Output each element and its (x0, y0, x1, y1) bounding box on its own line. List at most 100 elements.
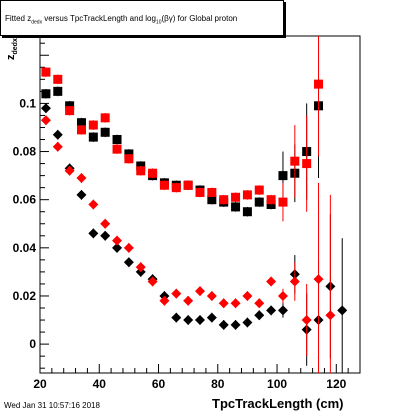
data-point (266, 305, 277, 316)
x-tick-label: 20 (33, 377, 47, 391)
data-point (218, 319, 229, 330)
data-point (76, 125, 86, 135)
data-point (52, 141, 63, 152)
data-point (147, 276, 158, 287)
data-point (242, 207, 252, 217)
data-point (171, 312, 182, 323)
data-point (123, 257, 134, 268)
data-point (52, 129, 63, 140)
data-point (337, 305, 348, 316)
chart-title: Fitted zdedx versus TpcTrackLength and l… (5, 14, 238, 26)
data-point (206, 290, 217, 301)
data-point (41, 67, 51, 77)
data-point (171, 183, 181, 193)
data-point (100, 113, 110, 123)
data-point (159, 295, 170, 306)
data-point (314, 79, 324, 89)
data-point (313, 274, 324, 285)
data-point (254, 197, 264, 207)
data-point (76, 118, 86, 128)
data-point (230, 319, 241, 330)
data-point (64, 165, 75, 176)
data-point (242, 190, 252, 200)
data-point (53, 74, 63, 84)
data-point (278, 171, 288, 181)
title-box: Fitted zdedx versus TpcTrackLength and l… (0, 0, 284, 36)
axes: 20 40 60 80 100 120 0 0.02 0.04 0.06 0.08 0.1 (13, 42, 361, 391)
data-point (124, 154, 134, 164)
data-marks (40, 36, 348, 373)
data-point (112, 242, 123, 253)
data-point (100, 127, 110, 137)
x-axis-label: TpcTrackLength (cm) (212, 396, 344, 411)
data-point (65, 106, 75, 116)
plot-frame (39, 35, 361, 374)
data-point (325, 310, 336, 321)
data-point (76, 173, 87, 184)
data-point (302, 159, 312, 169)
data-point (206, 312, 217, 323)
data-point (136, 166, 146, 176)
data-point (53, 86, 63, 96)
data-point (88, 228, 99, 239)
x-tick-label: 60 (152, 377, 166, 391)
data-point (183, 295, 194, 306)
data-point (88, 132, 98, 142)
x-tick-label: 40 (93, 377, 107, 391)
y-tick-label: 0.06 (13, 193, 37, 207)
data-point (88, 120, 98, 130)
data-point (41, 89, 51, 99)
data-point (207, 195, 217, 205)
data-point (254, 185, 264, 195)
data-point (218, 298, 229, 309)
y-tick-label: 0.02 (13, 289, 37, 303)
data-point (135, 262, 146, 273)
data-point (183, 180, 193, 190)
x-tick-label: 100 (267, 377, 287, 391)
y-axis-label: zdedx (5, 38, 20, 60)
data-point (123, 242, 134, 253)
data-point (88, 199, 99, 210)
data-point (242, 317, 253, 328)
data-point (100, 230, 111, 241)
data-point (289, 276, 300, 287)
data-point (277, 290, 288, 301)
data-point (100, 218, 111, 229)
data-point (277, 305, 288, 316)
data-point (231, 202, 241, 212)
data-point (76, 189, 87, 200)
y-tick-label: 0.08 (13, 145, 37, 159)
data-point (254, 310, 265, 321)
data-point (159, 180, 169, 190)
data-point (171, 288, 182, 299)
data-point (40, 115, 51, 126)
y-tick-label: 0 (29, 337, 36, 351)
data-point (301, 315, 312, 326)
y-tick-label: 0.1 (19, 96, 36, 110)
series-3 (40, 103, 348, 373)
x-tick-label: 80 (211, 377, 225, 391)
series-2 (41, 36, 324, 222)
data-point (148, 168, 158, 178)
timestamp-footer: Wed Jan 31 10:57:16 2018 (4, 401, 100, 410)
data-point (242, 290, 253, 301)
series-4 (40, 115, 336, 373)
data-point (290, 156, 300, 166)
data-point (195, 315, 205, 326)
data-point (195, 286, 205, 297)
data-point (230, 298, 241, 309)
data-point (266, 195, 276, 205)
data-point (266, 276, 277, 287)
data-point (195, 187, 205, 197)
data-point (112, 235, 123, 246)
data-point (183, 315, 194, 326)
data-point (112, 144, 122, 154)
data-point (254, 298, 265, 309)
data-point (207, 187, 217, 197)
data-point (231, 192, 241, 202)
data-point (40, 103, 51, 114)
data-point (219, 195, 229, 205)
data-point (278, 197, 288, 207)
y-tick-label: 0.04 (13, 241, 37, 255)
